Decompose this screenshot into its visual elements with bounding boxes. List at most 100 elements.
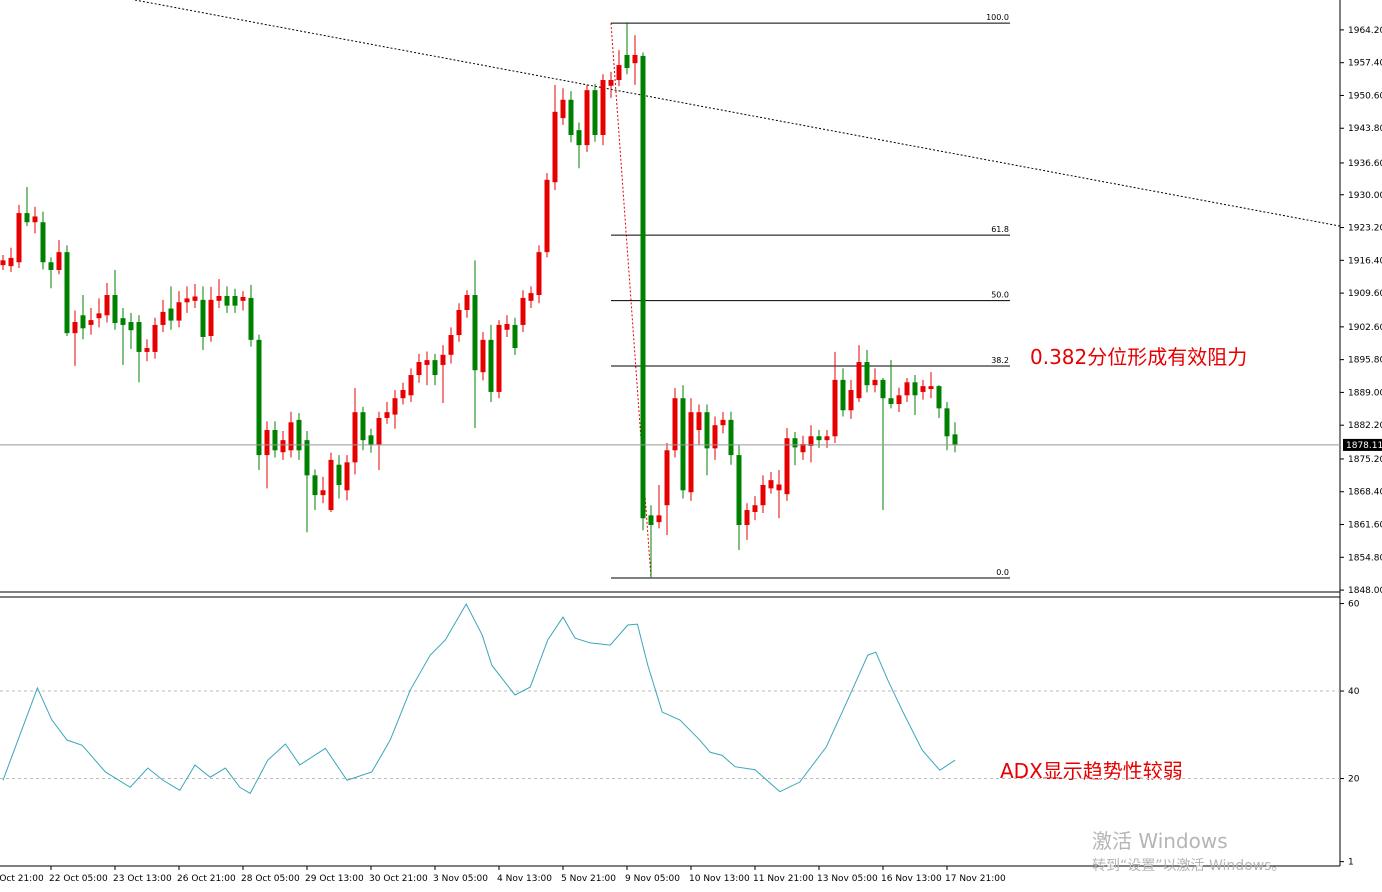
x-tick-label: 10 Nov 13:00 [689,874,750,884]
candle-body [272,430,278,451]
x-tick-label: 3 Nov 05:00 [433,874,488,884]
candle-body [32,216,38,223]
candle-body [944,408,950,437]
candle-body [616,65,622,81]
price-tag [1343,438,1382,451]
candle-body [488,339,494,392]
candle-body [904,382,910,396]
y-tick-label: 1861.60 [1348,521,1382,531]
candle-body [336,464,342,485]
candle-body [24,213,30,223]
candle-body [128,322,134,331]
candle-body [736,455,742,525]
candle-body [200,299,206,337]
candle-body [840,379,846,411]
x-tick-label: 4 Nov 13:00 [497,874,552,884]
candle-body [160,311,166,325]
candle-body [704,412,710,449]
candle-body [480,339,486,373]
x-tick-label: 26 Oct 21:00 [177,874,236,884]
candle-body [0,260,6,266]
candle-body [928,386,934,390]
adx-line [2,602,956,795]
candle-body [672,398,678,451]
y-tick-label: 1943.80 [1348,124,1382,134]
candle-body [360,412,366,441]
candle-body [184,298,190,303]
y-tick-label: 60 [1348,600,1360,610]
candle-body [856,362,862,399]
fib-swing [610,23,652,579]
candle-body [320,490,326,496]
candle-body [208,299,214,337]
candle-body [832,379,838,437]
fib-label: 50.0 [991,291,1009,300]
candle-body [632,54,638,64]
y-tick-label: 1916.40 [1348,256,1382,266]
candle-body [744,510,750,525]
y-tick-label: 1 [1348,858,1354,868]
price-label: 1878.11 [1346,441,1382,451]
candle-body [328,459,334,511]
candle-body [248,297,254,340]
candle-body [472,295,478,371]
candle-body [424,360,430,365]
candle-body [752,505,758,512]
candle-body [376,417,382,445]
candle-body [800,444,806,453]
fib-label: 38.2 [991,356,1009,365]
x-tick-label: 22 Oct 05:00 [49,874,108,884]
candle-body [536,252,542,296]
candle-body [352,412,358,463]
candle-body [872,379,878,386]
y-tick-label: 1854.80 [1348,553,1382,563]
candle-body [576,130,582,146]
y-tick-label: 1950.60 [1348,91,1382,101]
x-tick-label: 29 Oct 13:00 [305,874,364,884]
candle-body [448,335,454,355]
y-tick-label: 1964.20 [1348,26,1382,36]
candle-body [520,297,526,325]
fib-label: 0.0 [996,568,1009,577]
candle-body [504,323,510,330]
annotation: ADX显示趋势性较弱 [1000,759,1183,783]
candle-body [392,398,398,415]
candle-body [280,440,286,453]
candle-body [624,54,630,68]
annotation: 0.382分位形成有效阻力 [1030,345,1247,369]
candle-body [264,430,270,456]
candle-body [568,99,574,135]
candle-body [136,322,142,352]
candle-body [896,395,902,404]
candle-body [608,80,614,86]
candle-body [152,324,158,352]
candle-body [888,398,894,404]
candle-body [600,80,606,135]
candle-body [256,339,262,456]
fib-label: 61.8 [991,225,1009,234]
candle-body [712,425,718,449]
candle-body [664,450,670,506]
candle-body [464,295,470,310]
candle-body [232,296,238,306]
x-tick-label: 9 Nov 05:00 [625,874,680,884]
x-tick-label: 21 Oct 21:00 [0,874,44,884]
watermark: 转到“设置”以激活 Windows。 [1092,857,1285,874]
candle-body [696,412,702,431]
candle-body [416,362,422,376]
y-tick-label: 1923.20 [1348,224,1382,234]
y-tick-label: 1882.20 [1348,421,1382,431]
candle-body [688,412,694,493]
candle-body [304,440,310,476]
candle-body [848,390,854,411]
y-tick-label: 1909.60 [1348,289,1382,299]
candle-body [656,515,662,523]
x-tick-label: 17 Nov 21:00 [945,874,1006,884]
candle-body [296,419,302,451]
candle-body [368,435,374,445]
candle-body [512,324,518,349]
candle-body [728,419,734,456]
candle-body [824,436,830,441]
candle-body [440,354,446,365]
